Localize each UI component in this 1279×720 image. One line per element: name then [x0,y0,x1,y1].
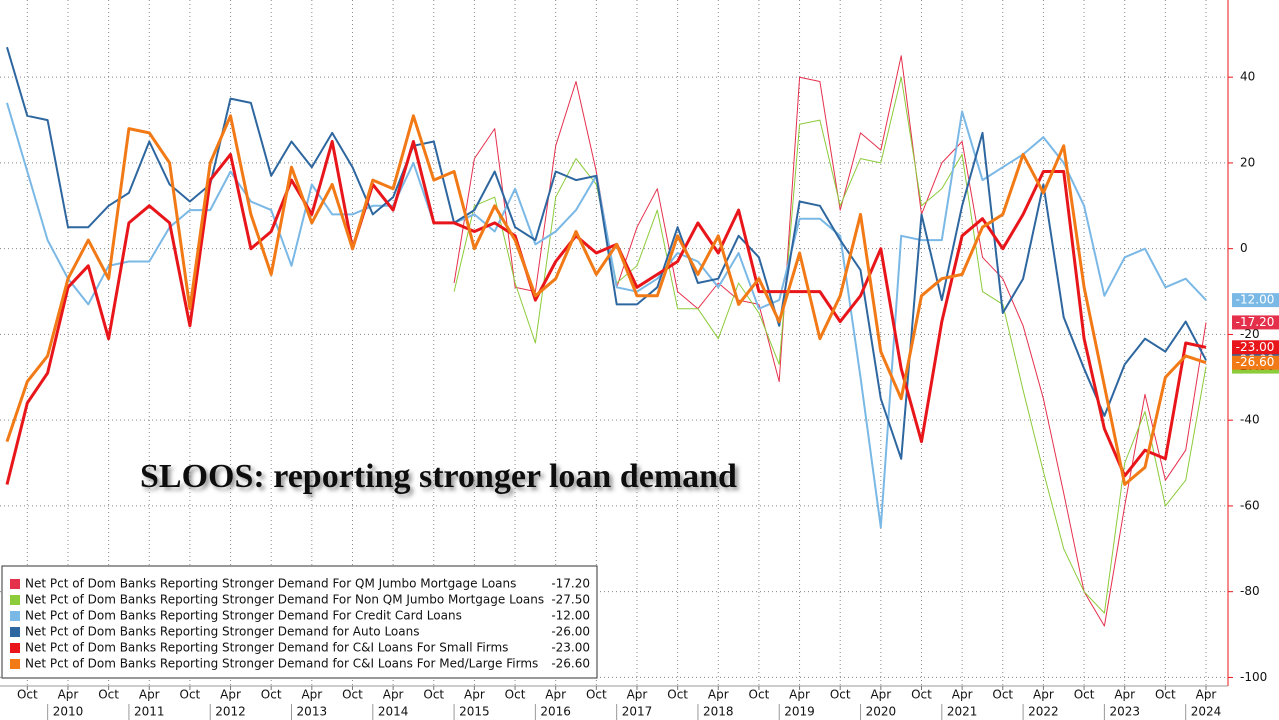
x-tick-label: Apr [464,688,485,702]
year-label: 2011 [134,705,165,719]
x-tick-label: Oct [1155,688,1176,702]
last-value-tag [1232,293,1279,308]
legend-label: Net Pct of Dom Banks Reporting Stronger … [25,641,508,655]
year-label: 2017 [622,705,653,719]
x-tick-label: Apr [708,688,729,702]
x-tick-label: Apr [1033,688,1054,702]
x-tick-label: Oct [992,688,1013,702]
x-tick-label: Apr [301,688,322,702]
legend-label: Net Pct of Dom Banks Reporting Stronger … [25,625,419,639]
legend-entries: Net Pct of Dom Banks Reporting Stronger … [10,577,590,671]
legend-label: Net Pct of Dom Banks Reporting Stronger … [25,657,538,671]
x-tick-label: Oct [830,688,851,702]
series-line [453,76,1207,614]
y-tick-label: -80 [1240,584,1260,598]
series-line [5,114,1207,486]
x-tick-label: Oct [667,688,688,702]
year-label: 2016 [540,705,571,719]
x-tick-label: Oct [505,688,526,702]
y-tick-label: 40 [1240,70,1255,84]
x-tick-label: Oct [749,688,770,702]
legend-value: -12.00 [551,609,590,623]
year-label: 2012 [215,705,246,719]
legend-swatch [10,595,20,605]
year-label: 2018 [703,705,734,719]
year-label: 2015 [459,705,490,719]
x-tick-label: Apr [1196,688,1217,702]
axis-labels: 40 20 0 -20 -40 -60 -80 -100 Oct Apr 2010 Oct Apr 201… [17,70,1279,720]
x-tick-label: Apr [139,688,160,702]
x-tick-label: Apr [870,688,891,702]
x-tick-label: Oct [342,688,363,702]
x-tick-label: Oct [1074,688,1095,702]
x-tick-label: Oct [98,688,119,702]
x-tick-label: Apr [952,688,973,702]
legend [1,565,598,679]
legend-swatch [10,643,20,653]
legend-swatch [10,579,20,589]
legend-label: Net Pct of Dom Banks Reporting Stronger … [25,609,462,623]
x-tick-label: Oct [423,688,444,702]
last-value-label: -23.00 [1236,340,1275,354]
x-tick-label: Oct [261,688,282,702]
series-line [453,55,1207,627]
year-label: 2014 [378,705,409,719]
x-tick-label: Oct [17,688,38,702]
legend-value: -17.20 [551,577,590,591]
x-tick-label: Apr [545,688,566,702]
last-value-label: -17.20 [1236,315,1275,329]
x-tick-label: Oct [586,688,607,702]
year-label: 2010 [53,705,84,719]
legend-swatch [10,659,20,669]
legend-value: -26.00 [551,625,590,639]
legend-swatch [10,611,20,621]
x-tick-label: Apr [1114,688,1135,702]
legend-swatch [10,627,20,637]
y-tick-label: -60 [1240,498,1260,512]
last-value-label: -26.60 [1236,355,1275,369]
year-label: 2021 [947,705,978,719]
legend-value: -27.50 [551,593,590,607]
legend-value: -26.60 [551,657,590,671]
y-tick-label: 20 [1240,155,1255,169]
year-label: 2013 [297,705,328,719]
legend-label: Net Pct of Dom Banks Reporting Stronger … [25,577,516,591]
plot [5,46,1207,627]
x-tick-label: Apr [383,688,404,702]
y-tick-label: -100 [1240,670,1267,684]
last-value-tag [1232,340,1279,355]
x-tick-label: Apr [789,688,810,702]
x-tick-label: Apr [627,688,648,702]
series-line [5,140,1207,485]
year-label: 2023 [1109,705,1140,719]
last-value-tag [1232,355,1279,370]
year-label: 2024 [1191,705,1222,719]
x-tick-label: Oct [180,688,201,702]
x-tick-label: Oct [911,688,932,702]
y-tick-label: -40 [1240,413,1260,427]
legend-value: -23.00 [551,641,590,655]
y-tick-label: -20 [1240,327,1260,341]
year-label: 2019 [784,705,815,719]
year-label: 2022 [1028,705,1059,719]
year-label: 2020 [866,705,897,719]
y-tick-label: 0 [1240,241,1248,255]
legend-label: Net Pct of Dom Banks Reporting Stronger … [25,593,544,607]
chart-title: SLOOS: reporting stronger loan demand [140,458,737,495]
x-tick-label: Apr [58,688,79,702]
x-tick-label: Apr [220,688,241,702]
last-value-tag [1232,315,1279,330]
last-value-label: -12.00 [1236,293,1275,307]
